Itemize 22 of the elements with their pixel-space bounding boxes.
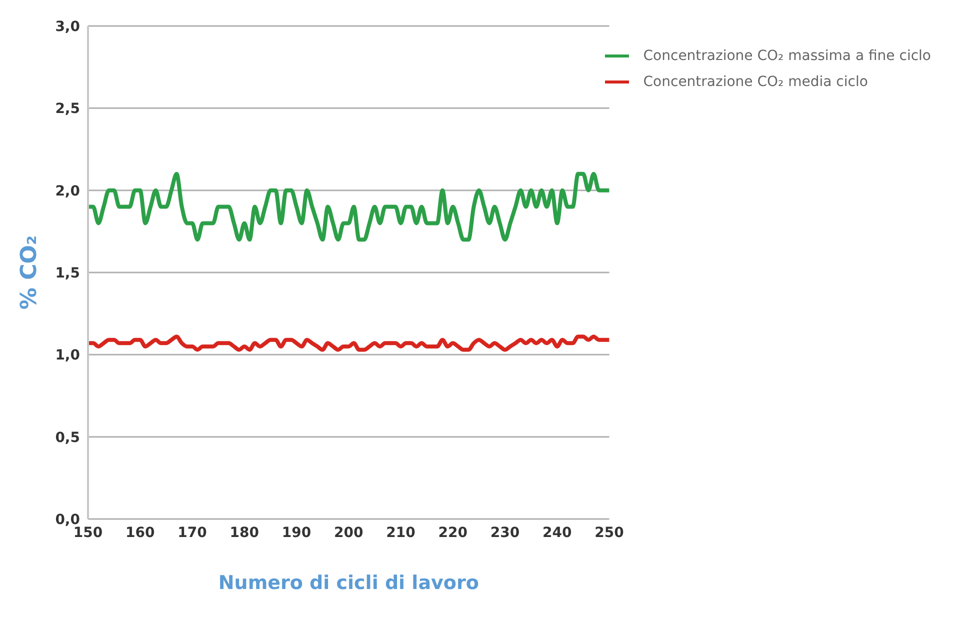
x-tick-label: 240 bbox=[542, 524, 572, 541]
y-tick-label: 0,5 bbox=[55, 430, 80, 446]
y-tick-label: 2,5 bbox=[55, 101, 80, 118]
x-tick-label: 250 bbox=[594, 524, 624, 541]
line-series bbox=[88, 334, 610, 352]
line-series bbox=[88, 172, 610, 242]
x-axis-title: Numero di cicli di lavoro bbox=[218, 572, 479, 594]
legend-label: Concentrazione CO₂ massima a fine ciclo bbox=[643, 48, 931, 64]
x-tick-label: 170 bbox=[178, 524, 208, 541]
y-axis-title: % CO₂ bbox=[16, 235, 42, 310]
y-tick-label: 3,0 bbox=[55, 18, 80, 35]
x-tick-label: 200 bbox=[334, 524, 364, 541]
y-tick-label: 1,5 bbox=[55, 265, 80, 282]
x-tick-label: 220 bbox=[438, 524, 468, 541]
y-tick-label: 1,0 bbox=[55, 348, 80, 364]
x-tick-label: 190 bbox=[282, 524, 312, 541]
x-tick-label: 160 bbox=[126, 524, 155, 541]
y-tick-label: 2,0 bbox=[55, 183, 80, 200]
x-tick-label: 230 bbox=[490, 524, 520, 541]
x-tick-label: 210 bbox=[386, 524, 416, 541]
x-tick-label: 180 bbox=[230, 524, 260, 541]
legend-label: Concentrazione CO₂ media ciclo bbox=[643, 74, 868, 90]
